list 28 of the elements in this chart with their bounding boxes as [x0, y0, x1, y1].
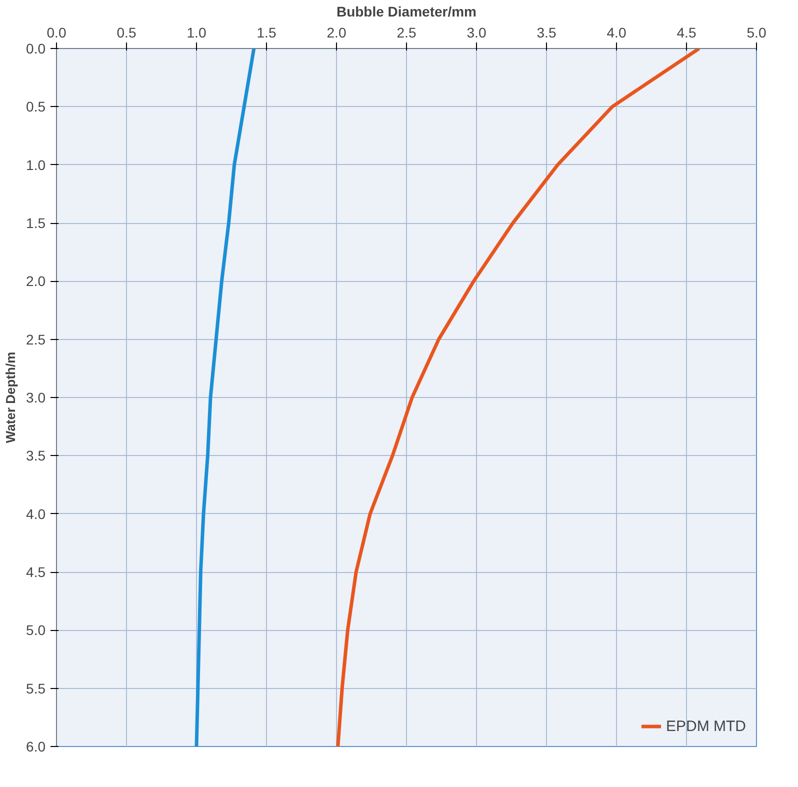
x-tick-label: 4.0 — [606, 24, 626, 40]
x-tick-label: 2.5 — [396, 24, 416, 40]
y-axis-title: Water Depth/m — [3, 352, 18, 444]
x-axis-title: Bubble Diameter/mm — [336, 4, 477, 20]
x-tick-label: 1.5 — [256, 24, 276, 40]
x-tick-label: 3.0 — [466, 24, 486, 40]
y-tick-label: 1.0 — [26, 156, 46, 173]
x-tick-label: 0.5 — [116, 24, 136, 40]
x-tick-label: 2.0 — [326, 24, 346, 40]
x-tick-label: 0.0 — [46, 24, 66, 40]
line-series — [194, 48, 256, 746]
y-tick-label: 4.5 — [26, 564, 46, 580]
y-tick-label: 5.5 — [26, 680, 46, 696]
x-tick-label: 5.0 — [746, 24, 766, 40]
x-tick-label: 3.5 — [536, 24, 556, 40]
y-tick-label: 3.5 — [26, 448, 46, 464]
y-tick-label: 1.5 — [26, 215, 46, 231]
y-tick-label: 5.0 — [26, 622, 46, 638]
y-tick-label: 0.5 — [26, 98, 46, 115]
y-tick-label: 0.0 — [26, 40, 46, 56]
legend-label: EPDM MTD — [666, 718, 746, 734]
y-tick-label: 2.0 — [26, 273, 46, 290]
y-tick-label: 2.5 — [26, 331, 46, 348]
y-tick-label: 3.0 — [26, 390, 46, 406]
y-tick-label: 4.0 — [26, 506, 46, 522]
y-tick-label: 6.0 — [26, 738, 46, 754]
x-tick-label: 4.5 — [676, 24, 696, 40]
x-tick-label: 1.0 — [186, 24, 206, 40]
